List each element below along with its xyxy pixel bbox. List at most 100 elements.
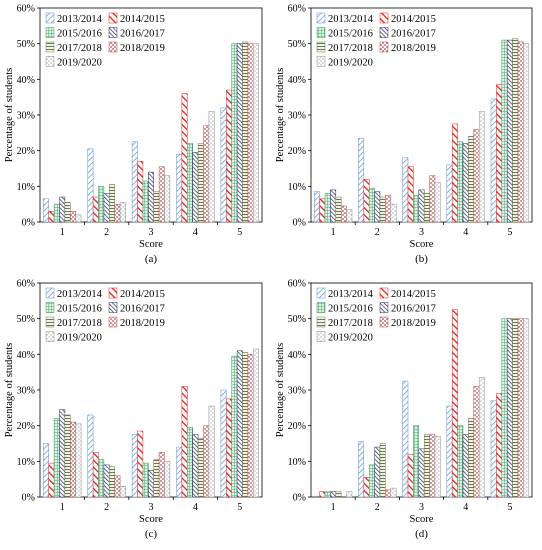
bar-2013-2014-score-3 bbox=[402, 157, 409, 223]
legend: 2013/2014 2014/2015 2015/2016 2016/2017 2017… bbox=[316, 12, 436, 69]
bar-2019-2020-score-3 bbox=[164, 461, 171, 498]
bar-2019-2020-score-4 bbox=[208, 111, 215, 223]
bar-2015-2016-score-5 bbox=[501, 39, 508, 223]
bar-2017-2018-score-2 bbox=[379, 196, 386, 223]
bar-2019-2020-score-5 bbox=[253, 43, 259, 223]
bar-2016-2017-score-3 bbox=[148, 470, 154, 498]
bar-2018-2019-score-4 bbox=[203, 125, 210, 223]
bar-2018-2019-score-2 bbox=[114, 475, 121, 498]
bar-2013-2014-score-2 bbox=[358, 441, 365, 498]
bar-2015-2016-score-2 bbox=[368, 187, 375, 223]
y-axis-label: Percentage of students bbox=[4, 68, 15, 162]
legend-swatch-2015-2016 bbox=[316, 27, 326, 38]
legend-swatch-2017-2018 bbox=[316, 316, 326, 328]
legend-label: 2019/2020 bbox=[57, 333, 102, 344]
y-tick-label: 0% bbox=[293, 493, 306, 504]
y-tick-label: 30% bbox=[288, 111, 306, 122]
bar-2019-2020-score-2 bbox=[119, 202, 126, 223]
bar-2015-2016-score-1 bbox=[53, 418, 60, 498]
bar-2018-2019-score-5 bbox=[517, 318, 524, 498]
legend-label: 2014/2015 bbox=[120, 289, 165, 300]
bar-2013-2014-score-2 bbox=[87, 414, 94, 498]
x-tick-label: 4 bbox=[463, 227, 468, 238]
bar-2017-2018-score-3 bbox=[423, 193, 430, 223]
y-tick-label: 0% bbox=[293, 218, 306, 229]
bar-2017-2018-score-5 bbox=[512, 38, 519, 223]
legend-label: 2014/2015 bbox=[391, 289, 436, 300]
panel-label: (d) bbox=[415, 528, 428, 540]
bar-2013-2014-score-1 bbox=[43, 443, 49, 498]
bar-2017-2018-score-4 bbox=[468, 418, 475, 498]
legend-label: 2014/2015 bbox=[391, 14, 436, 25]
bar-2015-2016-score-4 bbox=[457, 425, 464, 498]
bar-2018-2019-score-5 bbox=[247, 354, 254, 498]
bar-2015-2016-score-3 bbox=[413, 425, 420, 498]
legend-label: 2013/2014 bbox=[57, 289, 103, 300]
legend-label: 2014/2015 bbox=[120, 14, 165, 25]
bar-2019-2020-score-3 bbox=[434, 182, 441, 223]
bar-2016-2017-score-4 bbox=[462, 434, 469, 498]
bar-2013-2014-score-2 bbox=[87, 148, 94, 223]
legend-label: 2017/2018 bbox=[57, 318, 102, 329]
legend-swatch-2016-2017 bbox=[108, 27, 118, 38]
bar-2016-2017-score-2 bbox=[103, 464, 110, 498]
x-tick-label: 4 bbox=[193, 502, 198, 513]
legend-swatch-2014-2015 bbox=[108, 287, 118, 299]
bar-2016-2017-score-5 bbox=[506, 318, 513, 498]
bar-2017-2018-score-2 bbox=[379, 443, 386, 498]
bar-2014-2015-score-2 bbox=[363, 178, 370, 223]
legend-label: 2015/2016 bbox=[328, 29, 373, 40]
legend-swatch-2018-2019 bbox=[108, 316, 118, 328]
legend-swatch-2017-2018 bbox=[45, 41, 55, 53]
legend-label: 2013/2014 bbox=[328, 289, 374, 300]
y-tick-label: 60% bbox=[17, 4, 35, 15]
bar-2019-2020-score-3 bbox=[164, 175, 171, 223]
bar-2013-2014-score-5 bbox=[490, 98, 497, 223]
bar-2017-2018-score-4 bbox=[197, 143, 204, 223]
y-tick-label: 10% bbox=[288, 457, 306, 468]
bar-2016-2017-score-3 bbox=[418, 189, 425, 223]
legend-label: 2018/2019 bbox=[120, 318, 165, 329]
bar-2014-2015-score-1 bbox=[48, 211, 55, 223]
legend-label: 2018/2019 bbox=[391, 318, 436, 329]
bar-2016-2017-score-4 bbox=[192, 434, 199, 498]
bar-2015-2016-score-1 bbox=[324, 491, 331, 498]
bar-2013-2014-score-4 bbox=[446, 405, 453, 498]
bar-2014-2015-score-5 bbox=[496, 393, 503, 498]
x-tick-label: 3 bbox=[149, 502, 154, 513]
x-tick-label: 5 bbox=[237, 502, 242, 513]
x-tick-label: 3 bbox=[419, 502, 424, 513]
legend-label: 2017/2018 bbox=[57, 43, 102, 54]
y-tick-label: 40% bbox=[17, 350, 35, 361]
y-tick-label: 10% bbox=[288, 182, 306, 193]
bar-2015-2016-score-3 bbox=[413, 195, 420, 223]
y-tick-label: 20% bbox=[288, 146, 306, 157]
chart-panel-1: 0% 10% 20% 30% 40% 50% 60% 1 2 3 4 5 Score Percentage… bbox=[4, 4, 263, 265]
bar-2014-2015-score-1 bbox=[319, 491, 326, 498]
bar-2018-2019-score-5 bbox=[247, 43, 254, 223]
x-tick-label: 2 bbox=[104, 227, 109, 238]
bar-2017-2018-score-1 bbox=[64, 202, 71, 223]
legend-swatch-2014-2015 bbox=[108, 12, 118, 24]
x-tick-label: 5 bbox=[237, 227, 242, 238]
y-axis-label: Percentage of students bbox=[4, 343, 15, 437]
legend-label: 2016/2017 bbox=[391, 304, 436, 315]
legend-swatch-2013-2014 bbox=[45, 12, 55, 24]
y-tick-label: 20% bbox=[17, 421, 35, 432]
legend-swatch-2017-2018 bbox=[45, 316, 55, 328]
bar-2016-2017-score-1 bbox=[59, 409, 66, 498]
y-tick-label: 20% bbox=[288, 421, 306, 432]
y-axis-label: Percentage of students bbox=[275, 343, 286, 437]
bar-2019-2020-score-4 bbox=[478, 377, 485, 498]
legend-swatch-2018-2019 bbox=[379, 41, 389, 53]
y-axis-label: Percentage of students bbox=[275, 68, 286, 162]
bar-2019-2020-score-2 bbox=[390, 203, 397, 223]
bar-2014-2015-score-2 bbox=[92, 196, 99, 223]
legend-swatch-2017-2018 bbox=[316, 41, 326, 53]
bar-2014-2015-score-3 bbox=[137, 430, 144, 498]
bar-2016-2017-score-2 bbox=[374, 446, 381, 498]
bar-2013-2014-score-1 bbox=[313, 191, 320, 223]
bar-2019-2020-score-4 bbox=[478, 111, 485, 223]
bar-2019-2020-score-5 bbox=[253, 348, 259, 498]
legend-label: 2017/2018 bbox=[328, 318, 373, 329]
